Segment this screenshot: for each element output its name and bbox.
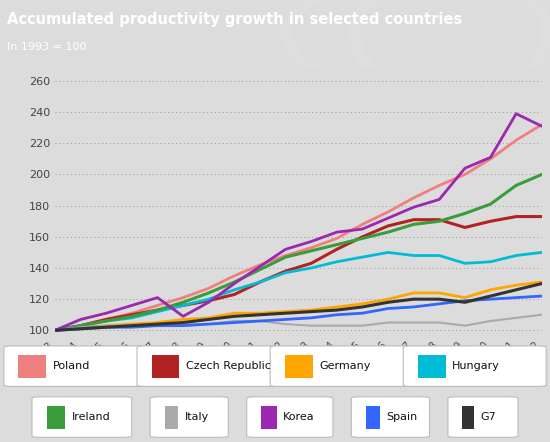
Bar (463, 406, 474, 429)
Bar (164, 406, 178, 429)
FancyBboxPatch shape (270, 346, 413, 386)
Bar (47, 406, 65, 429)
Bar (19, 355, 46, 378)
FancyBboxPatch shape (351, 397, 430, 437)
FancyBboxPatch shape (137, 346, 280, 386)
Text: Ireland: Ireland (72, 412, 110, 422)
Bar (366, 406, 379, 429)
FancyBboxPatch shape (403, 346, 546, 386)
Text: Czech Republic: Czech Republic (186, 361, 271, 371)
Text: Poland: Poland (53, 361, 90, 371)
Bar (418, 355, 446, 378)
Bar (285, 355, 312, 378)
Text: Accumulated productivity growth in selected countries: Accumulated productivity growth in selec… (7, 12, 462, 27)
Text: Spain: Spain (386, 412, 417, 422)
FancyBboxPatch shape (247, 397, 333, 437)
Text: Korea: Korea (283, 412, 315, 422)
Text: Italy: Italy (185, 412, 209, 422)
Text: In 1993 = 100: In 1993 = 100 (7, 42, 86, 53)
FancyBboxPatch shape (4, 346, 147, 386)
Text: Hungary: Hungary (452, 361, 500, 371)
Bar (261, 406, 277, 429)
FancyBboxPatch shape (32, 397, 131, 437)
Text: G7: G7 (481, 412, 497, 422)
Bar (152, 355, 179, 378)
FancyBboxPatch shape (448, 397, 518, 437)
FancyBboxPatch shape (150, 397, 228, 437)
Text: Germany: Germany (319, 361, 370, 371)
